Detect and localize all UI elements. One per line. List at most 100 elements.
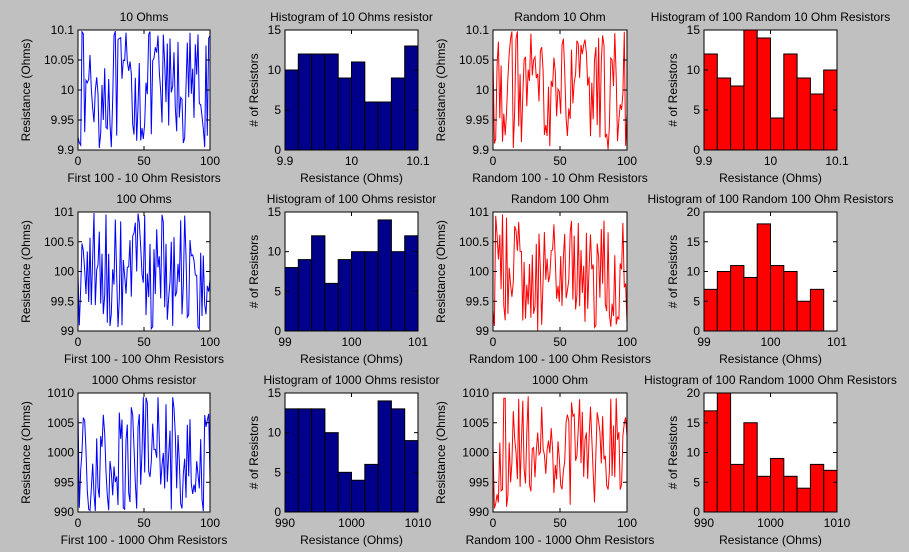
subplot-1-3: 0 50 100 9.9 9.95 10 10.05 10.1 Random 10 Ohm Ran… [434, 10, 648, 185]
x-axis-label: Random 100 - 10 Ohm Resistors [472, 171, 647, 185]
y-tick-label: 20 [687, 205, 701, 219]
histogram-bar [297, 53, 313, 151]
y-tick-label: 9.95 [51, 113, 75, 127]
subplot-2-1: 0 50 100 99 99.5 100 100.5 101 100 Ohms First 100… [19, 192, 224, 366]
x-tick-label: 50 [137, 516, 151, 530]
histogram-bar [351, 61, 366, 151]
y-tick-label: 15 [687, 416, 701, 430]
y-tick-label: 15 [268, 23, 282, 37]
histogram-bar [796, 300, 811, 332]
y-tick-label: 10.05 [44, 53, 74, 67]
histogram-bar [324, 282, 339, 332]
x-tick-label: 10.1 [825, 154, 849, 168]
x-tick-label: 100 [617, 516, 637, 530]
y-tick-label: 1005 [47, 416, 74, 430]
histogram-bar [377, 219, 392, 332]
histogram-bar [796, 487, 811, 513]
x-tick-label: 0 [490, 335, 497, 349]
chart-title: Random 100 Ohm [511, 192, 609, 206]
histogram-bar [770, 117, 785, 151]
x-tick-label: 100 [760, 335, 780, 349]
x-tick-label: 100 [341, 335, 361, 349]
histogram-bar [404, 45, 419, 151]
y-tick-label: 99.5 [466, 294, 490, 308]
x-tick-label: 100 [200, 154, 220, 168]
histogram-bar [364, 251, 379, 332]
y-tick-label: 10 [268, 426, 282, 440]
x-axis-label: Random 100 - 1000 Ohm Resistors [466, 533, 655, 547]
x-tick-label: 100 [200, 335, 220, 349]
y-axis-label: # of Resistors [247, 235, 261, 308]
y-tick-label: 100.5 [44, 235, 74, 249]
series-line [492, 396, 628, 509]
x-tick-label: 9.9 [277, 154, 294, 168]
y-tick-label: 5 [274, 103, 281, 117]
y-tick-label: 10.1 [51, 23, 75, 37]
x-tick-label: 1000 [338, 516, 365, 530]
y-axis-label: Resistance (Ohms) [434, 39, 448, 142]
y-tick-label: 1005 [462, 416, 489, 430]
histogram-bar [783, 475, 798, 513]
y-tick-label: 5 [274, 284, 281, 298]
histogram-bar [311, 53, 326, 151]
histogram-bar [703, 410, 718, 513]
y-axis-label: # of Resistors [247, 53, 261, 126]
histogram-bar [297, 408, 313, 513]
x-tick-label: 101 [827, 335, 847, 349]
y-tick-label: 0 [693, 143, 700, 157]
y-tick-label: 15 [268, 386, 282, 400]
y-tick-label: 995 [469, 475, 489, 489]
y-tick-label: 10 [268, 245, 282, 259]
histogram-bar [364, 463, 379, 513]
histogram-bar [390, 408, 406, 513]
x-tick-label: 100 [200, 516, 220, 530]
chart-title: Histogram of 100 Random 10 Ohm Resistors [651, 10, 890, 24]
chart-title: 10 Ohms [120, 10, 169, 24]
y-tick-label: 5 [274, 465, 281, 479]
series-line [77, 212, 211, 331]
y-tick-label: 10 [268, 63, 282, 77]
y-tick-label: 10 [687, 265, 701, 279]
x-tick-label: 10 [764, 154, 778, 168]
y-tick-label: 0 [274, 143, 281, 157]
histogram-bar [390, 77, 406, 151]
subplot-2-3: 0 50 100 99 99.5 100 100.5 101 Random 100 Ohm Ran… [434, 192, 651, 366]
subplot-3-3: 0 50 100 990 995 1000 1005 1010 1000 Ohm Random 1… [434, 373, 654, 547]
chart-title: 100 Ohms [116, 192, 171, 206]
histogram-bar [337, 259, 353, 332]
x-tick-label: 10.1 [406, 154, 430, 168]
y-tick-label: 99.5 [51, 294, 75, 308]
chart-title: Histogram of 100 Ohms resistor [267, 192, 436, 206]
y-axis-label: Resistance (Ohms) [434, 220, 448, 323]
histogram-bar [324, 53, 339, 151]
y-tick-label: 0 [693, 505, 700, 519]
x-tick-label: 0 [75, 516, 82, 530]
histogram-bar [404, 235, 419, 332]
y-tick-label: 0 [693, 324, 700, 338]
histogram-bar [337, 471, 353, 513]
y-tick-label: 0 [274, 324, 281, 338]
y-axis-label: Resistance (Ohms) [434, 401, 448, 504]
y-tick-label: 990 [469, 505, 489, 519]
y-tick-label: 1010 [47, 386, 74, 400]
y-tick-label: 1010 [462, 386, 489, 400]
x-axis-label: First 100 - 1000 Ohm Resistors [61, 533, 228, 547]
y-tick-label: 995 [54, 475, 74, 489]
x-tick-label: 0 [490, 516, 497, 530]
histogram-bar [284, 267, 299, 332]
y-tick-label: 5 [693, 475, 700, 489]
x-tick-label: 99 [278, 335, 292, 349]
x-axis-label: First 100 - 100 Ohm Resistors [64, 352, 224, 366]
y-tick-label: 990 [54, 505, 74, 519]
x-tick-label: 9.9 [696, 154, 713, 168]
histogram-bar [284, 408, 299, 513]
x-tick-label: 990 [275, 516, 295, 530]
y-tick-label: 9.95 [466, 113, 490, 127]
y-tick-label: 99 [476, 324, 490, 338]
histogram-bar [716, 77, 732, 151]
y-tick-label: 20 [687, 386, 701, 400]
subplot-3-1: 0 50 100 990 995 1000 1005 1010 1000 Ohms resist… [19, 373, 227, 547]
